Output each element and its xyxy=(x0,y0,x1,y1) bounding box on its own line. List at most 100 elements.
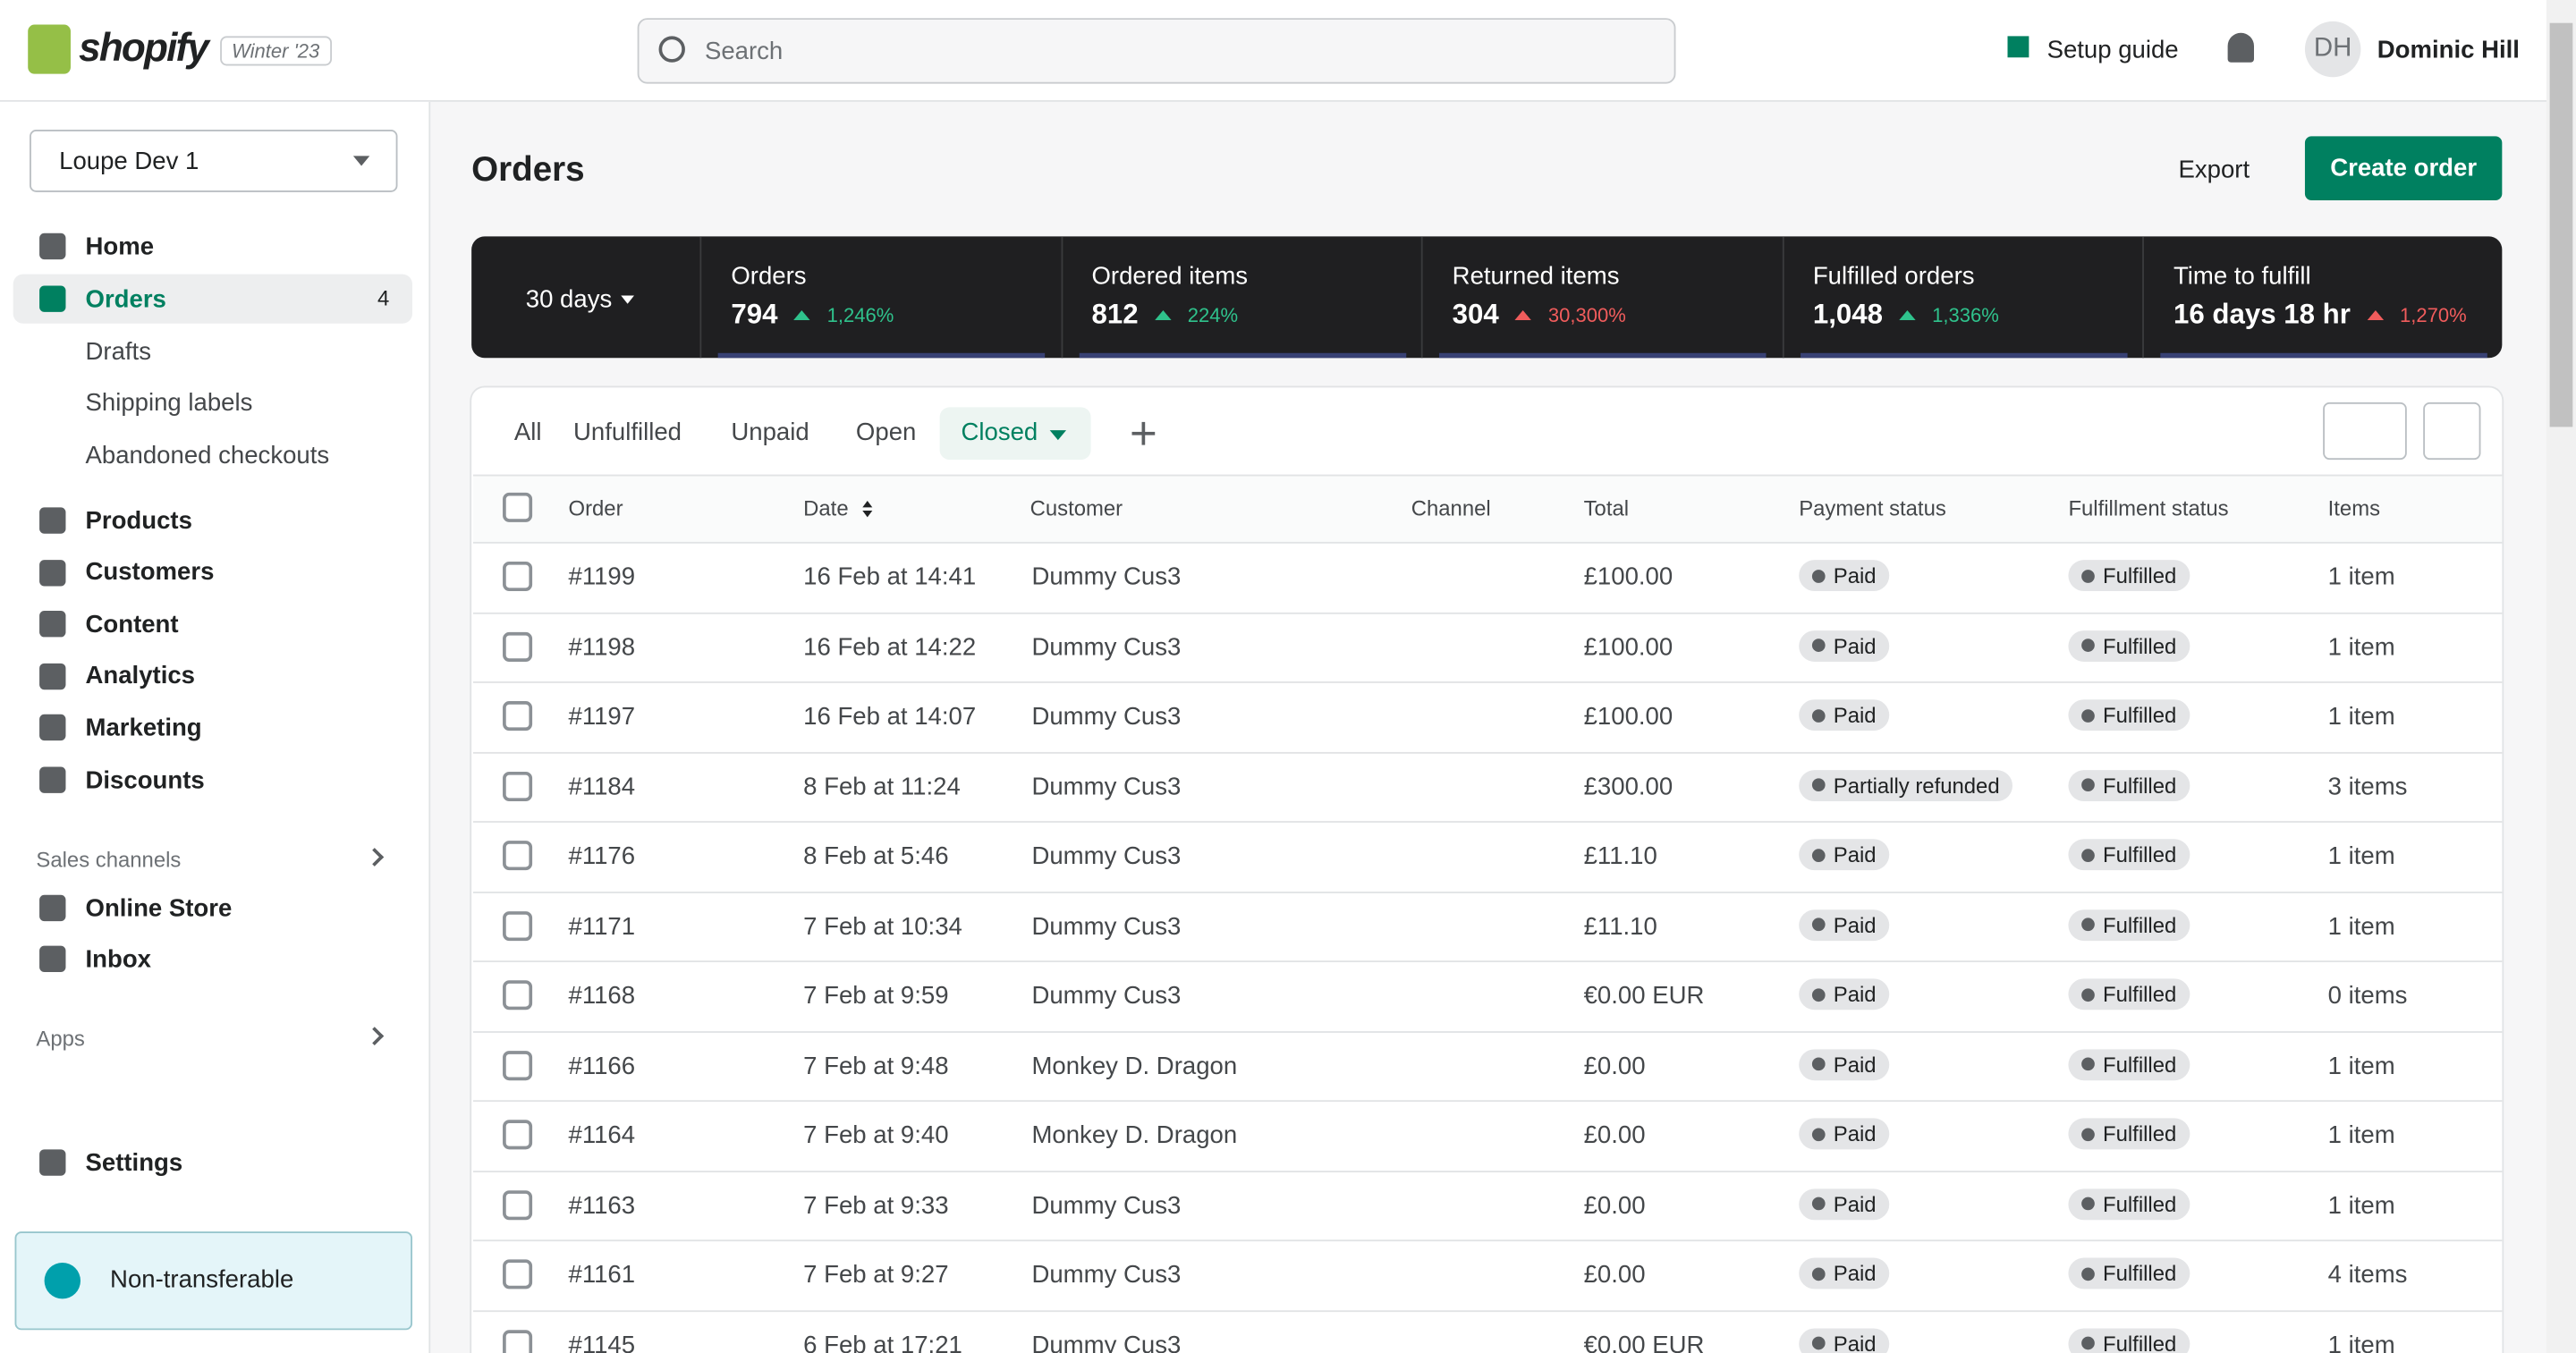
create-order-button[interactable]: Create order xyxy=(2304,136,2503,201)
row-checkbox[interactable] xyxy=(503,1120,533,1150)
stat-card[interactable]: Fulfilled orders 1,048 1,336% xyxy=(1781,236,2143,359)
cell: Dummy Cus3 xyxy=(1031,911,1182,941)
cell: 8 Feb at 11:24 xyxy=(803,772,961,801)
nav-item[interactable]: Marketing xyxy=(13,704,412,753)
filter-tab[interactable]: All xyxy=(513,419,542,447)
sparkline xyxy=(1800,352,2127,359)
row-checkbox[interactable] xyxy=(503,910,533,941)
nav-item[interactable]: Customers xyxy=(13,548,412,597)
user-name[interactable]: Dominic Hill xyxy=(2377,36,2520,64)
chevron[interactable] xyxy=(365,848,385,867)
table-row[interactable] xyxy=(472,960,2503,1032)
order-number[interactable]: #1164 xyxy=(568,1121,636,1150)
row-checkbox[interactable] xyxy=(503,701,533,731)
table-row[interactable] xyxy=(472,1170,2503,1241)
order-number[interactable]: #1161 xyxy=(568,1261,636,1290)
column-header[interactable]: Date xyxy=(803,495,849,521)
nav-item[interactable]: Settings xyxy=(13,1137,412,1187)
filter-tab[interactable]: Unpaid xyxy=(731,419,809,447)
row-checkbox[interactable] xyxy=(503,771,533,801)
nav-label: Marketing xyxy=(85,714,202,742)
scroll-thumb[interactable] xyxy=(2549,22,2573,427)
table-row[interactable] xyxy=(472,1030,2503,1102)
order-number[interactable]: #1184 xyxy=(568,772,636,801)
nav-item[interactable]: Inbox xyxy=(13,934,412,984)
row-checkbox[interactable] xyxy=(503,1050,533,1080)
status-dot xyxy=(2081,638,2095,652)
order-number[interactable]: #1198 xyxy=(568,632,636,662)
order-number[interactable]: #1199 xyxy=(568,562,636,592)
notifications[interactable] xyxy=(2227,32,2254,63)
nav-label: Shipping labels xyxy=(85,389,253,418)
column-header: Items xyxy=(2327,495,2381,521)
filter-tab[interactable]: Unfulfilled xyxy=(573,419,682,447)
row-checkbox[interactable] xyxy=(503,1189,533,1220)
status-badge: Fulfilled xyxy=(2068,769,2190,801)
search-box[interactable]: Search xyxy=(637,18,1676,84)
sort-button[interactable] xyxy=(2423,402,2481,461)
nav-item[interactable]: Online Store xyxy=(13,884,412,933)
table-row[interactable] xyxy=(472,1239,2503,1311)
order-number[interactable]: #1163 xyxy=(568,1191,636,1220)
order-number[interactable]: #1171 xyxy=(568,911,636,941)
period-selector[interactable]: 30 days xyxy=(525,285,613,314)
status-text: Fulfilled xyxy=(2103,1261,2177,1286)
nav-label: Orders xyxy=(85,284,166,313)
caret xyxy=(621,295,634,304)
nav-item[interactable]: Orders 4 xyxy=(13,274,413,324)
table-row[interactable] xyxy=(472,1309,2503,1353)
export-button[interactable]: Export xyxy=(2178,156,2250,184)
table-row[interactable] xyxy=(472,891,2503,962)
row-checkbox[interactable] xyxy=(503,841,533,871)
select-all[interactable] xyxy=(503,492,533,522)
status-text: Paid xyxy=(1833,1331,1877,1353)
store-name: Loupe Dev 1 xyxy=(59,148,199,176)
trend-arrow xyxy=(1899,310,1916,321)
table-row[interactable] xyxy=(472,611,2503,682)
edition-badge: Winter '23 xyxy=(220,36,332,66)
nav-label: Customers xyxy=(85,558,215,587)
store-selector[interactable]: Loupe Dev 1 xyxy=(30,130,398,192)
top-bar: shopify Winter '23 Search Setup guide DH… xyxy=(0,0,2576,102)
setup-guide[interactable]: Setup guide xyxy=(2046,36,2179,64)
table-row[interactable] xyxy=(472,751,2503,823)
cell: 7 Feb at 9:59 xyxy=(803,982,949,1011)
table-row[interactable] xyxy=(472,821,2503,892)
cell: £100.00 xyxy=(1583,562,1674,592)
nav-item[interactable]: Home xyxy=(13,222,412,271)
nav-item[interactable]: Content xyxy=(13,600,412,649)
row-checkbox[interactable] xyxy=(503,1259,533,1290)
nav-item[interactable]: Analytics xyxy=(13,652,412,701)
table-row[interactable] xyxy=(472,1100,2503,1171)
stat-card[interactable]: Orders 794 1,246% xyxy=(699,236,1061,359)
nav-item[interactable]: Discounts xyxy=(13,756,412,805)
table-row[interactable] xyxy=(472,681,2503,752)
filter-tab[interactable]: Open xyxy=(855,419,917,447)
order-number[interactable]: #1176 xyxy=(568,841,636,871)
subnav-item[interactable]: Abandoned checkouts xyxy=(13,430,412,479)
order-number[interactable]: #1166 xyxy=(568,1052,636,1080)
filter-tab[interactable]: Closed xyxy=(939,407,1091,461)
logo[interactable]: shopify xyxy=(79,26,209,71)
chevron[interactable] xyxy=(365,1027,385,1046)
row-checkbox[interactable] xyxy=(503,1329,533,1353)
stat-card[interactable]: Time to fulfill 16 days 18 hr 1,270% xyxy=(2142,236,2504,359)
stat-label: Orders xyxy=(731,262,807,292)
row-checkbox[interactable] xyxy=(503,561,533,592)
nav-item[interactable]: Products xyxy=(13,496,412,545)
search-filter-button[interactable] xyxy=(2323,402,2407,461)
stat-label: Fulfilled orders xyxy=(1812,262,1975,292)
status-badge: Fulfilled xyxy=(2068,560,2190,592)
stat-card[interactable]: Returned items 304 30,300% xyxy=(1420,236,1783,359)
subnav-item[interactable]: Drafts xyxy=(13,326,412,376)
subnav-item[interactable]: Shipping labels xyxy=(13,378,412,427)
table-row[interactable] xyxy=(472,541,2503,613)
row-checkbox[interactable] xyxy=(503,980,533,1011)
row-checkbox[interactable] xyxy=(503,631,533,662)
stat-card[interactable]: Ordered items 812 224% xyxy=(1060,236,1422,359)
avatar[interactable]: DH xyxy=(2304,21,2361,78)
order-number[interactable]: #1168 xyxy=(568,982,636,1011)
order-number[interactable]: #1197 xyxy=(568,702,636,731)
cell: £0.00 xyxy=(1583,1121,1646,1150)
order-number[interactable]: #1145 xyxy=(568,1331,636,1353)
